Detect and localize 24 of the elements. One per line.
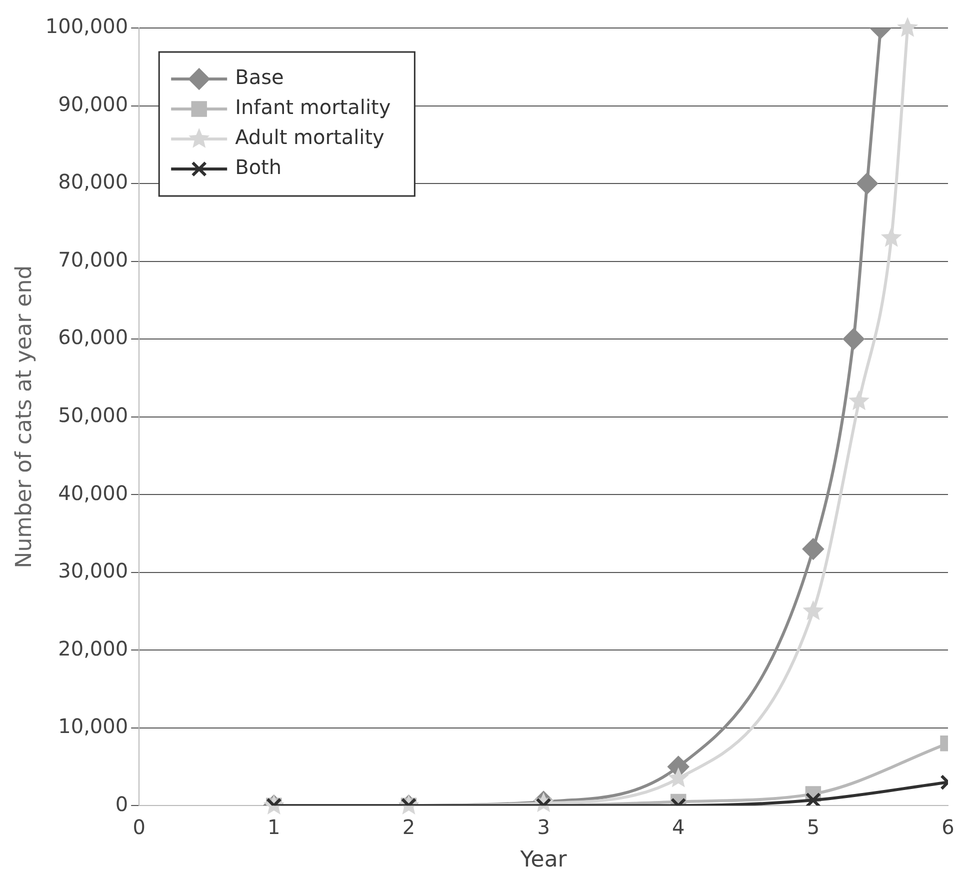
x-tick-label: 3 bbox=[537, 814, 550, 839]
y-tick-label: 90,000 bbox=[58, 92, 128, 116]
y-axis-title: Number of cats at year end bbox=[12, 265, 37, 568]
x-tick-label: 1 bbox=[268, 814, 280, 839]
y-tick-label: 10,000 bbox=[58, 714, 128, 738]
legend-label: Base bbox=[235, 65, 284, 90]
x-tick-label: 0 bbox=[132, 814, 146, 839]
legend-label: Adult mortality bbox=[235, 125, 385, 150]
y-tick-label: 50,000 bbox=[58, 403, 128, 428]
y-tick-label: 0 bbox=[115, 792, 128, 816]
x-tick-label: 2 bbox=[402, 814, 416, 839]
y-tick-label: 30,000 bbox=[58, 558, 128, 583]
x-axis-title: Year bbox=[519, 848, 568, 873]
x-tick-label: 6 bbox=[942, 814, 954, 839]
y-tick-label: 80,000 bbox=[58, 170, 128, 194]
x-tick-label: 5 bbox=[806, 814, 820, 839]
y-tick-label: 40,000 bbox=[58, 480, 128, 505]
legend-label: Both bbox=[235, 155, 282, 180]
y-tick-label: 20,000 bbox=[58, 636, 128, 660]
y-tick-label: 60,000 bbox=[58, 325, 128, 350]
y-tick-label: 100,000 bbox=[45, 14, 128, 38]
x-tick-label: 4 bbox=[672, 814, 685, 839]
legend-label: Infant mortality bbox=[235, 95, 391, 120]
y-tick-label: 70,000 bbox=[58, 247, 128, 272]
